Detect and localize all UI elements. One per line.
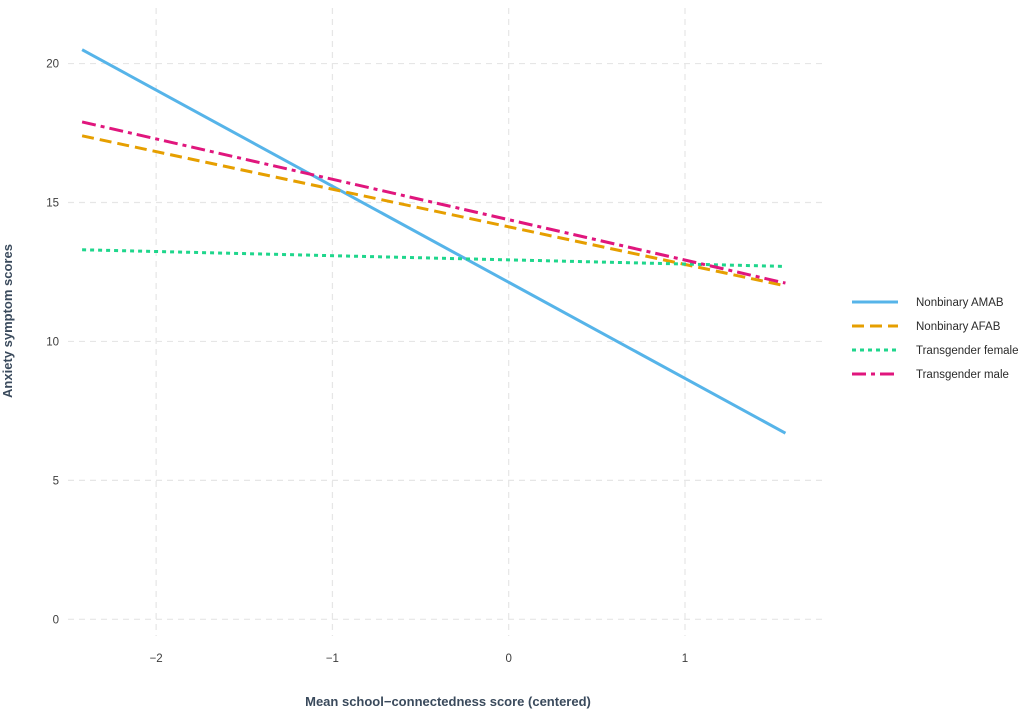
grid xyxy=(68,8,826,636)
series-line-3 xyxy=(81,120,786,285)
y-tick-label: 20 xyxy=(46,59,59,71)
series-lines xyxy=(81,48,787,435)
x-tick-label: 1 xyxy=(682,653,688,665)
legend-label: Nonbinary AMAB xyxy=(916,297,1004,309)
y-tick-label: 10 xyxy=(46,336,59,348)
x-tick-label: 0 xyxy=(505,653,511,665)
x-tick-label: −1 xyxy=(326,653,339,665)
series-line-2 xyxy=(82,248,786,268)
legend-label: Transgender female xyxy=(916,345,1019,357)
y-tick-label: 0 xyxy=(53,614,59,626)
legend: Nonbinary AMAB Nonbinary AFAB Transgender … xyxy=(852,297,1019,381)
legend-label: Transgender male xyxy=(916,369,1009,381)
y-axis-title: Anxiety symptom scores xyxy=(0,244,15,398)
y-tick-label: 15 xyxy=(46,198,59,210)
x-axis-ticks: −2 −1 0 1 xyxy=(150,653,689,665)
x-tick-label: −2 xyxy=(150,653,163,665)
y-tick-label: 5 xyxy=(53,475,59,487)
series-line-0 xyxy=(81,48,787,435)
legend-label: Nonbinary AFAB xyxy=(916,321,1001,333)
y-axis-ticks: 0 5 10 15 20 xyxy=(46,59,59,627)
series-line-1 xyxy=(81,134,786,288)
x-axis-title: Mean school−connectedness score (centere… xyxy=(305,694,591,709)
